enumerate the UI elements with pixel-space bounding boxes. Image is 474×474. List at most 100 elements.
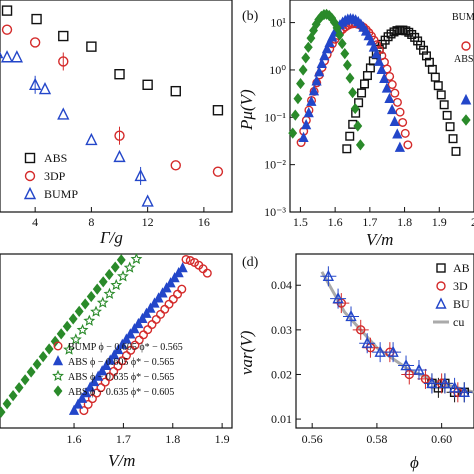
panel-b-point-abs — [419, 45, 429, 55]
panel-b-ytick-label: 10¹ — [270, 16, 286, 30]
panel-b-point-bump — [308, 85, 320, 96]
panel-b-point-abs — [407, 29, 417, 39]
panel-b-label: (b) — [242, 9, 259, 24]
panel-c-point-1 — [153, 292, 164, 303]
panel-b-point-green — [306, 32, 316, 44]
panel-b-point-abs — [404, 27, 414, 37]
panel-c-point-3 — [20, 374, 30, 386]
panel-a-point-bump — [57, 107, 70, 120]
panel-c-point-3 — [104, 268, 114, 281]
panel-c-point-0 — [113, 361, 123, 371]
panel-c-legend-marker-1 — [52, 355, 64, 366]
panel-c-point-0 — [173, 289, 183, 299]
panel-b-point-green — [296, 77, 305, 90]
panel-b-point-bump — [303, 107, 314, 118]
panel-b-point-abs — [442, 110, 452, 120]
panel-c-point-3 — [2, 398, 12, 410]
panel-d-point-bump — [400, 358, 412, 371]
panel-b-point-bump — [368, 41, 379, 52]
panel-a-point-bump — [113, 149, 126, 163]
panel-c-point-3 — [86, 290, 96, 303]
panel-b-point-green — [340, 48, 350, 60]
panel-c-point-3 — [62, 320, 72, 332]
panel-b-point-abs — [360, 79, 370, 89]
panel-c-point-3 — [80, 298, 90, 310]
panel-c-point-2 — [103, 287, 116, 299]
panel-c-point-0 — [100, 377, 110, 387]
panel-a-point-bump — [141, 194, 154, 207]
panel-b-point-3dp — [392, 97, 402, 107]
panel-c-xtick-label: 1.9 — [215, 432, 230, 446]
panel-c-point-0 — [104, 372, 114, 382]
panel-c-point-1 — [165, 277, 176, 288]
panel-d-point-bump — [361, 336, 373, 348]
panel-b-xtick-label: 1.7 — [362, 215, 377, 229]
panel-b-point-bump — [316, 57, 327, 68]
panel-a-point-abs — [31, 13, 42, 25]
panel-c-point-0 — [151, 314, 161, 324]
panel-b-point-green — [350, 102, 360, 115]
panel-b-point-green — [298, 64, 308, 76]
panel-c-point-1 — [161, 282, 172, 293]
panel-b-point-bump — [389, 115, 400, 126]
panel-d-fit-curve — [320, 271, 474, 394]
panel-b-legend-marker-3dp — [461, 41, 471, 51]
panel-a-point-abs — [142, 79, 153, 91]
panel-c-point-0 — [138, 330, 148, 340]
panel-c-point-3 — [26, 366, 36, 378]
panel-c-point-0 — [109, 366, 119, 376]
panel-d-legend-label-1: 3D — [453, 279, 468, 293]
panel-c-point-3 — [0, 406, 6, 418]
panel-a-point-abs — [86, 41, 97, 52]
panel-b-ytick-label: 10⁻² — [264, 158, 286, 172]
panel-c-point-2 — [110, 278, 123, 291]
panel-b-point-3dp — [400, 128, 410, 138]
panel-c-point-2 — [130, 252, 143, 265]
panel-b-ylabel: Pμ(V) — [237, 89, 256, 131]
panel-c-point-2 — [96, 296, 109, 308]
panel-c-point-3 — [68, 313, 78, 325]
panel-b-point-abs — [445, 122, 455, 132]
panel-d-point-bump — [374, 345, 386, 357]
panel-d-xlabel: ϕ — [410, 453, 419, 472]
panel-c-point-1 — [80, 386, 92, 398]
panel-a-point-bump — [0, 50, 14, 63]
panel-b-frame — [289, 0, 474, 213]
panel-a-legend-label-3dp: 3DP — [44, 169, 66, 183]
panel-d-point-bump — [322, 269, 334, 282]
panel-c-point-3 — [116, 254, 126, 266]
panel-b-point-bump — [314, 66, 325, 77]
panel-b-legend-label-abs: ABS — [454, 54, 473, 65]
panel-c-point-1 — [72, 398, 84, 409]
panel-a-point-bump — [29, 77, 42, 91]
panel-b-point-abs — [430, 72, 440, 82]
panel-d-point-bump — [387, 345, 399, 357]
panel-b-legend-marker-green — [461, 114, 471, 126]
panel-c-point-1 — [169, 272, 180, 283]
panel-b-point-bump — [371, 48, 382, 59]
panel-b-point-green — [293, 93, 303, 105]
panel-d-ytick-label: 0.02 — [271, 367, 292, 381]
panel-c-point-1 — [125, 328, 136, 339]
panel-c-legend-label-2: ABS ϕ − 0.635 ϕ* − 0.565 — [68, 372, 174, 383]
panel-b-point-bump — [324, 36, 335, 48]
panel-b-legend-label-bump: BUM — [452, 12, 474, 23]
panel-a-point-abs — [58, 30, 69, 42]
panel-b-point-abs — [433, 81, 443, 91]
panel-c-point-1 — [145, 302, 156, 313]
panel-b-point-bump — [319, 50, 330, 61]
panel-d-ytick-label: 0.04 — [271, 278, 292, 292]
panel-c-point-1 — [113, 343, 124, 355]
panel-c-point-0 — [92, 388, 102, 398]
panel-c-point-3 — [56, 328, 66, 340]
panel-c-point-0 — [79, 406, 89, 416]
panel-a-legend-marker-3dp — [24, 170, 36, 182]
panel-c-point-1 — [173, 267, 184, 278]
panel-b-point-abs — [451, 146, 461, 156]
panel-b-point-green — [303, 41, 313, 53]
panel-c-point-2 — [63, 343, 76, 355]
panel-d-frame — [295, 253, 474, 429]
panel-b-layer: 1.5 1.6 1.7 1.8 1.9 2 10¹ 10⁰ 10⁻¹ 10⁻² 10⁻³ BUM ABS — [264, 8, 474, 229]
panel-c-point-0 — [96, 383, 106, 393]
panel-c-xtick-label: 1.8 — [165, 432, 180, 446]
